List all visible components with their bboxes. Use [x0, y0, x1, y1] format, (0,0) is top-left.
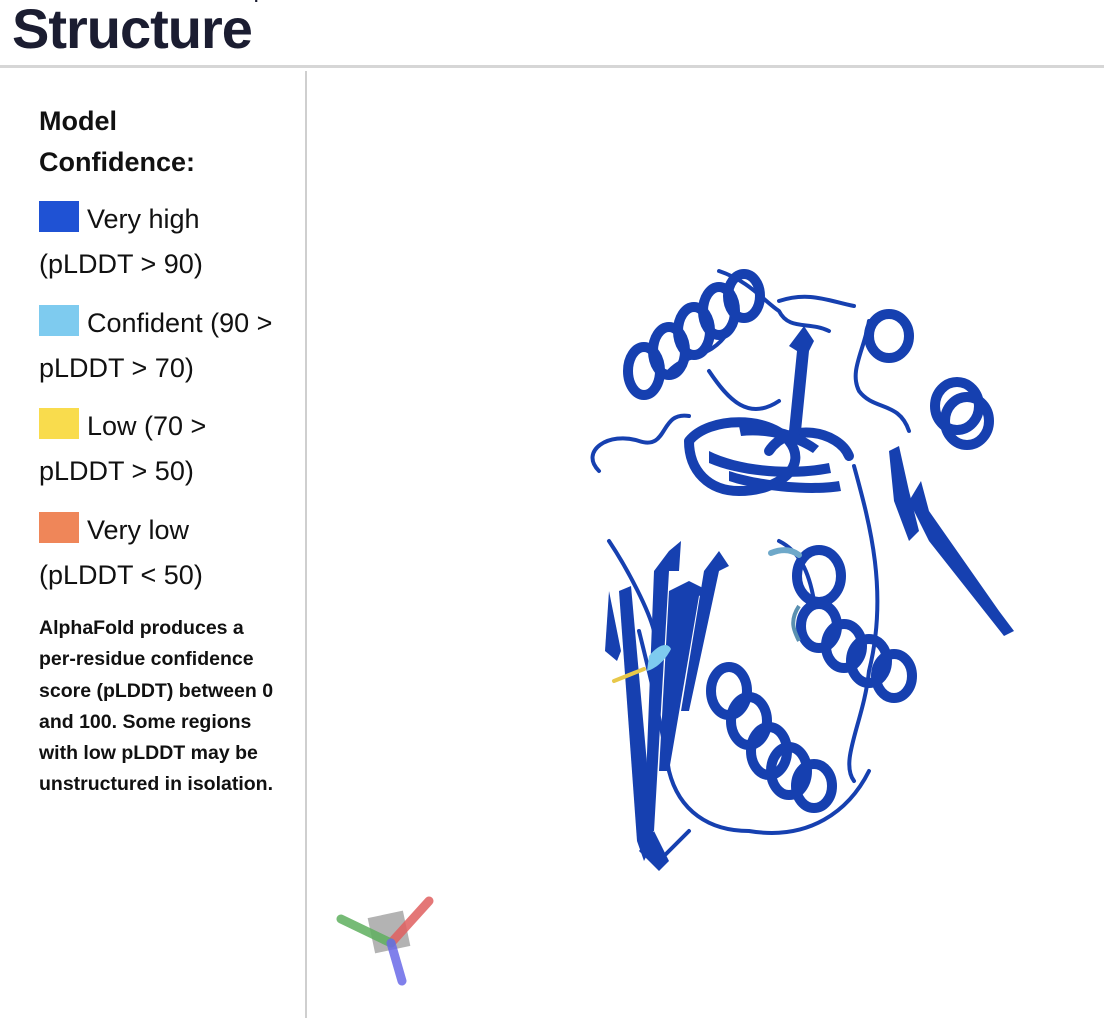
protein-ribbon [590, 269, 994, 863]
info-icon[interactable]: i [254, 0, 259, 6]
legend-label-very-high: Very high (pLDDT > 90) [39, 204, 203, 279]
x-axis [386, 896, 434, 948]
confidence-note: AlphaFold produces a per-residue confide… [39, 617, 274, 796]
swatch-very-high [39, 201, 79, 232]
page-header: Structurei [0, 0, 1104, 68]
legend-panel: Model Confidence: Very high (pLDDT > 90)… [0, 71, 307, 1018]
legend-item-low: Low (70 > pLDDT > 50) [39, 404, 279, 494]
legend-label-very-low: Very low (pLDDT < 50) [39, 515, 203, 590]
z-axis [386, 938, 407, 986]
confident-region [647, 645, 671, 671]
confident-loop-2 [791, 604, 801, 642]
legend-title: Model Confidence: [39, 106, 196, 177]
swatch-confident [39, 305, 79, 336]
y-axis [336, 914, 396, 948]
legend-item-confident: Confident (90 > pLDDT > 70) [39, 301, 279, 391]
page-title-text: Structure [12, 0, 253, 60]
axes-gizmo [336, 896, 434, 986]
legend-item-very-high: Very high (pLDDT > 90) [39, 197, 279, 287]
swatch-low [39, 408, 79, 439]
legend-label-confident: Confident (90 > pLDDT > 70) [39, 308, 273, 383]
confident-loop [768, 547, 802, 558]
page-title: Structurei [12, 0, 259, 61]
legend-item-very-low: Very low (pLDDT < 50) [39, 508, 279, 598]
protein-render [336, 269, 1014, 986]
gizmo-cube [367, 910, 411, 954]
legend-label-low: Low (70 > pLDDT > 50) [39, 411, 207, 486]
structure-viewer[interactable] [309, 71, 1104, 1018]
low-region [612, 667, 646, 683]
protein-strands [605, 326, 1014, 871]
swatch-very-low [39, 512, 79, 543]
